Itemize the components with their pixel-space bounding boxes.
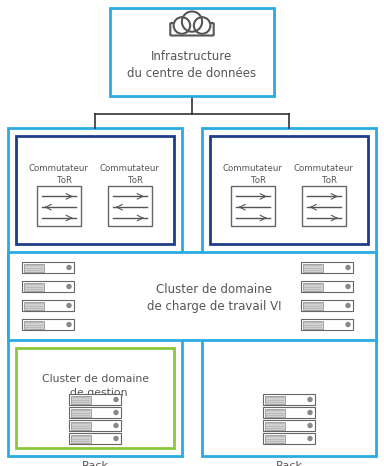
Bar: [22, 300, 74, 311]
Circle shape: [308, 424, 312, 427]
Bar: [69, 407, 121, 418]
Bar: [263, 433, 315, 444]
Bar: [69, 420, 121, 431]
Text: Commutateur
    ToR: Commutateur ToR: [29, 164, 89, 185]
Bar: [265, 434, 285, 443]
Circle shape: [308, 411, 312, 414]
Circle shape: [114, 437, 118, 440]
Bar: [303, 282, 323, 290]
Bar: [71, 409, 91, 417]
Bar: [22, 319, 74, 330]
Text: Commutateur
    ToR: Commutateur ToR: [100, 164, 160, 185]
Bar: [301, 319, 353, 330]
Circle shape: [308, 437, 312, 440]
Bar: [36, 186, 81, 226]
Bar: [263, 420, 315, 431]
Bar: [71, 396, 91, 404]
Bar: [263, 394, 315, 405]
Circle shape: [114, 411, 118, 414]
Circle shape: [67, 285, 71, 288]
Circle shape: [67, 303, 71, 308]
Bar: [263, 407, 315, 418]
Circle shape: [182, 12, 202, 32]
Bar: [24, 282, 44, 290]
Text: Commutateur
    ToR: Commutateur ToR: [223, 164, 283, 185]
Bar: [24, 321, 44, 329]
Bar: [301, 300, 353, 311]
Bar: [8, 128, 182, 456]
Circle shape: [114, 424, 118, 427]
Circle shape: [114, 397, 118, 402]
Bar: [303, 321, 323, 329]
Bar: [69, 394, 121, 405]
Text: Cluster de domaine
  de gestion: Cluster de domaine de gestion: [41, 374, 149, 397]
Bar: [301, 281, 353, 292]
Circle shape: [346, 266, 350, 269]
Bar: [8, 252, 376, 340]
Text: Commutateur
    ToR: Commutateur ToR: [294, 164, 354, 185]
Circle shape: [67, 322, 71, 327]
Bar: [24, 263, 44, 272]
Text: Cluster de domaine
de charge de travail VI: Cluster de domaine de charge de travail …: [147, 283, 281, 313]
Bar: [210, 136, 368, 244]
Bar: [71, 422, 91, 430]
Bar: [265, 409, 285, 417]
Bar: [22, 262, 74, 273]
Bar: [16, 136, 174, 244]
Bar: [265, 396, 285, 404]
Circle shape: [308, 397, 312, 402]
Bar: [22, 281, 74, 292]
Bar: [16, 348, 174, 448]
Text: Rack: Rack: [275, 461, 303, 466]
Bar: [301, 262, 353, 273]
Text: Infrastructure
du centre de données: Infrastructure du centre de données: [127, 50, 257, 80]
Circle shape: [346, 322, 350, 327]
Bar: [302, 186, 346, 226]
Circle shape: [174, 17, 190, 34]
Circle shape: [346, 303, 350, 308]
Circle shape: [67, 266, 71, 269]
Bar: [108, 186, 152, 226]
Circle shape: [346, 285, 350, 288]
Text: Rack: Rack: [81, 461, 109, 466]
Bar: [71, 434, 91, 443]
FancyBboxPatch shape: [170, 23, 214, 35]
Bar: [231, 186, 275, 226]
Bar: [303, 263, 323, 272]
Bar: [69, 433, 121, 444]
Bar: [265, 422, 285, 430]
Circle shape: [194, 17, 210, 34]
Bar: [110, 8, 274, 96]
Bar: [24, 302, 44, 309]
Bar: [202, 128, 376, 456]
Bar: [303, 302, 323, 309]
